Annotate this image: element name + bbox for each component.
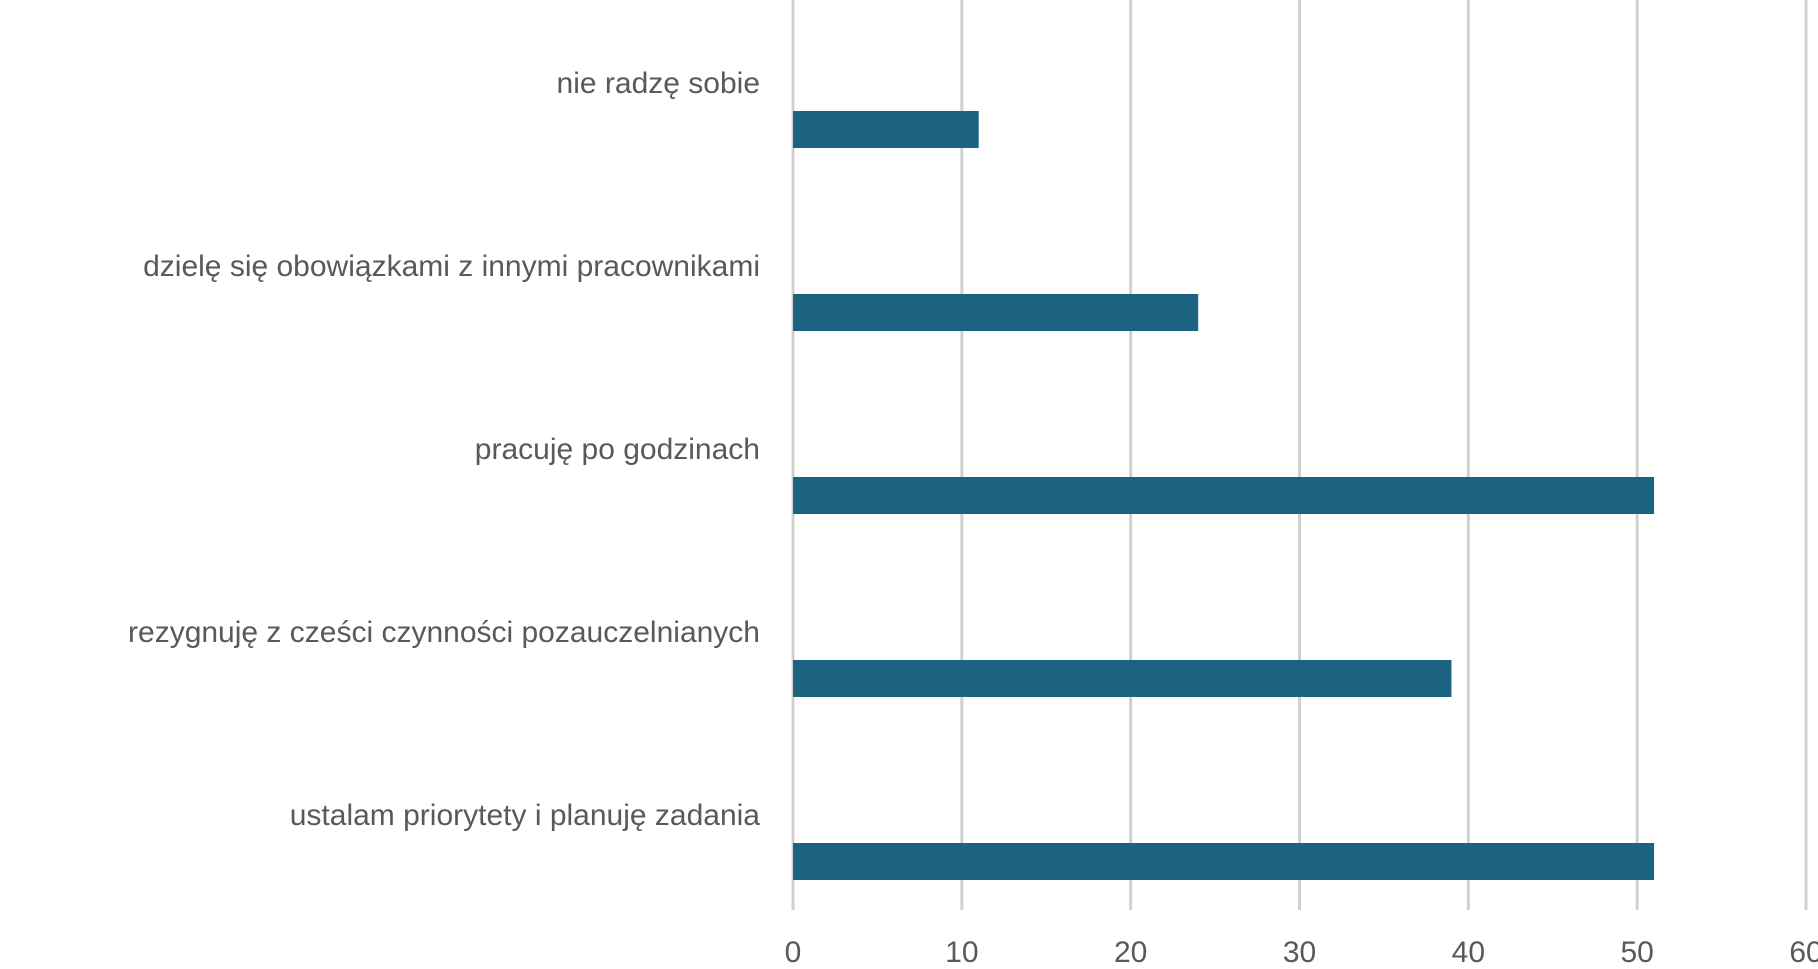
bar [793, 660, 1452, 697]
category-label: dzielę się obowiązkami z innymi pracowni… [143, 250, 760, 283]
x-tick-label: 60 [1789, 936, 1818, 969]
category-label: pracuję po godzinach [475, 433, 760, 466]
category-label: ustalam priorytety i planuję zadania [290, 799, 761, 832]
grid-lines [791, 0, 1808, 910]
x-tick-label: 50 [1620, 936, 1653, 969]
bars [793, 111, 1655, 880]
x-tick-label: 0 [785, 936, 802, 969]
x-tick-label: 30 [1283, 936, 1316, 969]
bar [793, 294, 1199, 331]
category-label: nie radzę sobie [557, 67, 760, 100]
x-tick-label: 20 [1114, 936, 1147, 969]
bar [793, 477, 1655, 514]
bar [793, 111, 979, 148]
bar [793, 843, 1655, 880]
x-axis-tick-labels: 0 10 20 30 40 50 60 [785, 936, 1818, 969]
x-tick-label: 40 [1452, 936, 1485, 969]
category-label: rezygnuję z cześci czynności pozauczelni… [128, 616, 760, 649]
category-labels: nie radzę sobie dzielę się obowiązkami z … [128, 67, 760, 832]
x-tick-label: 10 [945, 936, 978, 969]
